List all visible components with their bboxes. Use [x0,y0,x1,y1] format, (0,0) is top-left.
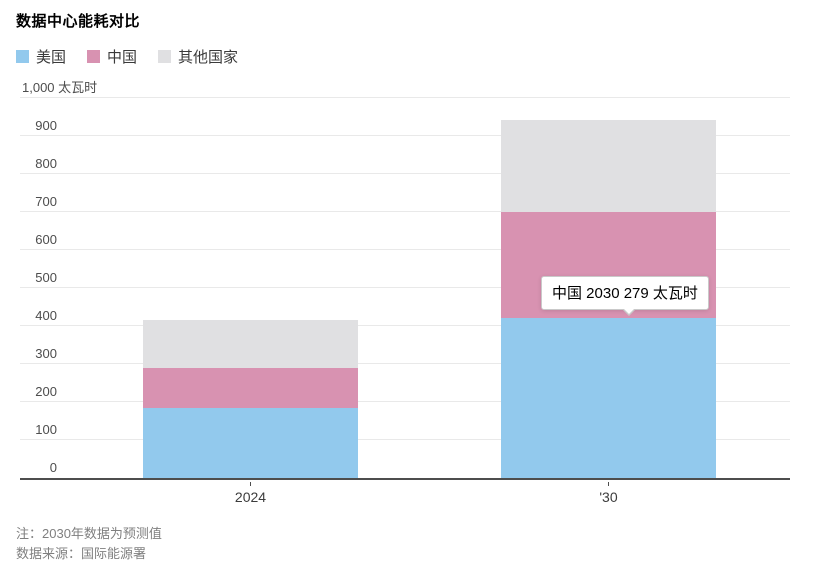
gridline [20,363,790,364]
bar-'30 [501,120,716,478]
gridline [20,325,790,326]
y-tick-label: 800 [35,156,57,171]
bar-segment-其他国家-2024[interactable] [143,320,358,368]
legend-label: 美国 [36,49,67,66]
chart-title: 数据中心能耗对比 [16,13,141,30]
plot-area: 1,000 太瓦时 中国 2030 279 太瓦时 0 100 200 300 400 5… [20,81,790,480]
legend-swatch-icon [158,50,172,63]
bar-segment-其他国家-'30[interactable] [501,120,716,212]
legend-item-其他国家[interactable]: 其他国家 [158,46,238,67]
gridline [20,287,790,288]
tooltip: 中国 2030 279 太瓦时 [541,276,709,316]
legend-item-美国[interactable]: 美国 [16,46,66,67]
legend-swatch-icon [87,50,101,63]
gridline [20,97,790,98]
legend-item-中国[interactable]: 中国 [87,46,137,67]
legend-label: 其他国家 [178,49,239,66]
gridline [20,135,790,136]
y-tick-label: 700 [35,194,57,209]
gridline [20,439,790,440]
x-tick [250,482,251,486]
tooltip-text: 中国 2030 279 太瓦时 [552,285,698,302]
gridline [20,211,790,212]
gridline [20,401,790,402]
y-tick-label: 300 [35,346,57,361]
y-tick-label: 100 [35,422,57,437]
y-tick-label: 0 [49,460,57,475]
data-source: 数据来源：国际能源署 [16,546,147,561]
y-tick-label: 400 [35,308,57,323]
y-tick-label: 500 [35,270,57,285]
x-tick [608,482,609,486]
y-axis-unit-label: 1,000 太瓦时 [22,80,98,95]
bar-segment-美国-2024[interactable] [143,407,358,478]
y-tick-label: 900 [35,118,57,133]
legend-swatch-icon [16,50,29,63]
gridline [20,249,790,250]
bar-segment-美国-'30[interactable] [501,317,716,478]
footnote: 注：2030年数据为预测值 [16,526,162,541]
x-axis-label: '30 [599,489,618,505]
y-tick-label: 200 [35,384,57,399]
bar-2024 [143,320,358,478]
legend-label: 中国 [107,49,138,66]
y-tick-label: 600 [35,232,57,247]
x-axis-label: 2024 [234,489,267,505]
gridline [20,173,790,174]
bar-segment-中国-2024[interactable] [143,367,358,408]
legend: 美国 中国 其他国家 [16,46,238,67]
